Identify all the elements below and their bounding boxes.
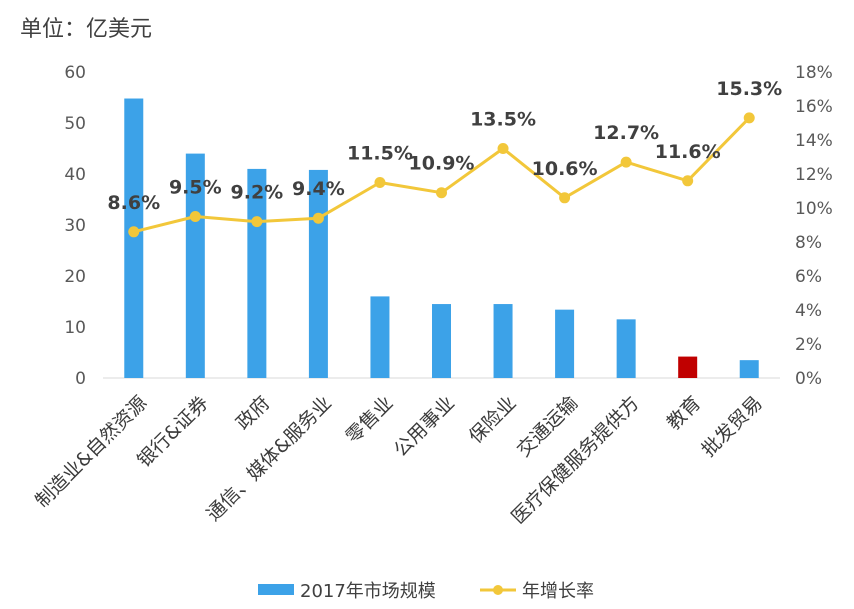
category-label: 政府: [232, 392, 274, 434]
growth-point: [559, 192, 571, 204]
growth-point: [189, 211, 201, 222]
growth-point: [251, 216, 263, 228]
growth-data-label: 12.7%: [593, 122, 659, 144]
right-tick-label: 18%: [795, 63, 833, 83]
bar: [124, 98, 144, 379]
left-tick-label: 0: [75, 369, 86, 389]
left-tick-label: 10: [64, 318, 86, 338]
growth-data-label: 11.6%: [655, 141, 721, 163]
bar: [616, 319, 636, 378]
unit-label: 单位：亿美元: [20, 17, 152, 42]
legend-line-label: 年增长率: [522, 581, 594, 602]
growth-point: [743, 112, 755, 124]
legend-line-marker: [493, 585, 503, 595]
left-tick-label: 20: [64, 267, 86, 287]
category-label: 零售业: [342, 392, 398, 448]
right-tick-label: 8%: [795, 233, 822, 253]
right-tick-label: 10%: [795, 199, 833, 219]
legend-bar-label: 2017年市场规模: [300, 581, 436, 602]
left-tick-label: 50: [64, 114, 86, 134]
category-label: 公用事业: [390, 392, 459, 461]
growth-point: [128, 226, 140, 238]
bar: [308, 169, 328, 378]
line-series: 8.6% 9.5% 9.2% 9.4%11.5%10.9% 13.5% 10.6% 12.7…: [107, 78, 782, 238]
bar: [493, 304, 513, 378]
right-tick-label: 6%: [795, 267, 822, 287]
right-tick-label: 0%: [795, 369, 822, 389]
growth-point: [374, 177, 386, 188]
growth-data-label: 13.5%: [470, 109, 536, 131]
bar: [739, 360, 759, 378]
growth-data-label: 11.5%: [347, 143, 413, 165]
left-tick-label: 40: [64, 165, 86, 185]
growth-point: [497, 143, 509, 154]
bar-highlighted: [678, 356, 698, 378]
growth-data-label: 8.6%: [107, 192, 160, 214]
legend-bar-swatch: [258, 584, 294, 595]
category-label: 制造业&自然资源: [31, 392, 151, 512]
right-tick-label: 14%: [795, 131, 833, 151]
right-tick-label: 2%: [795, 335, 822, 355]
growth-data-label: 10.9%: [409, 153, 475, 175]
left-tick-label: 60: [64, 63, 86, 83]
bar: [432, 304, 451, 378]
right-axis: 0% 2% 4% 6% 8% 10% 12% 14% 16% 18%: [795, 63, 833, 389]
growth-data-label: 9.4%: [292, 178, 345, 200]
category-label: 批发贸易: [697, 392, 766, 461]
growth-data-label: 9.2%: [231, 182, 284, 204]
right-tick-label: 4%: [795, 301, 822, 321]
bar: [555, 309, 575, 378]
growth-point: [436, 187, 447, 199]
left-axis: 0 10 20 30 40 50 60: [64, 63, 780, 389]
growth-data-label: 15.3%: [716, 78, 782, 100]
growth-point: [682, 175, 694, 187]
left-tick-label: 30: [64, 216, 86, 236]
growth-point: [312, 212, 324, 224]
right-tick-label: 12%: [795, 165, 833, 185]
growth-point: [620, 156, 632, 168]
category-label: 保险业: [465, 392, 521, 448]
right-tick-label: 16%: [795, 97, 833, 117]
growth-data-label: 9.5%: [169, 177, 222, 199]
growth-data-label: 10.6%: [532, 158, 598, 180]
category-label: 教育: [663, 392, 705, 434]
legend: 2017年市场规模 年增长率: [258, 581, 594, 602]
bar: [370, 296, 390, 378]
bar: [185, 153, 205, 378]
